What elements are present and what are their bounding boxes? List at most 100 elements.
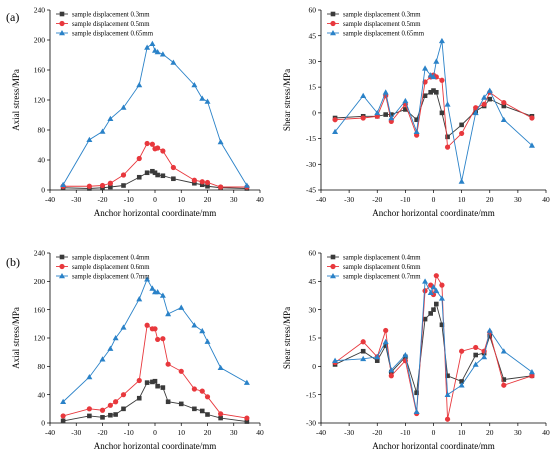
data-point bbox=[332, 128, 339, 135]
x-axis-label: Anchor horizontal coordinate/mm bbox=[372, 441, 494, 451]
data-point bbox=[481, 353, 488, 360]
series-3 bbox=[60, 276, 250, 405]
data-point bbox=[60, 181, 67, 188]
data-point bbox=[155, 172, 160, 178]
series-3 bbox=[332, 278, 535, 414]
data-point bbox=[434, 301, 439, 307]
data-point bbox=[149, 40, 156, 47]
data-point bbox=[360, 92, 367, 99]
data-point bbox=[170, 59, 177, 65]
data-point bbox=[120, 324, 127, 330]
series-2 bbox=[332, 273, 535, 422]
series-2 bbox=[332, 72, 535, 150]
y-tick-label: -30 bbox=[306, 419, 316, 428]
data-point bbox=[388, 115, 395, 121]
x-tick-label: -30 bbox=[71, 195, 81, 204]
x-tick-label: -40 bbox=[316, 195, 326, 204]
data-point bbox=[87, 413, 92, 419]
data-point bbox=[171, 176, 176, 182]
data-point bbox=[165, 361, 171, 367]
y-axis-label: Axial stress/MPa bbox=[11, 69, 21, 131]
data-point bbox=[204, 179, 211, 186]
x-tick-label: -40 bbox=[316, 428, 326, 437]
y-tick-label: 30 bbox=[309, 305, 317, 314]
series-line bbox=[335, 74, 533, 149]
y-tick-label: 80 bbox=[38, 362, 46, 371]
legend-entry: sample displacement 0.7mm bbox=[343, 273, 421, 280]
data-point bbox=[413, 408, 420, 414]
series-1 bbox=[332, 301, 535, 396]
legend-marker bbox=[59, 20, 65, 27]
data-point bbox=[86, 373, 93, 380]
data-point bbox=[107, 180, 113, 186]
legend-marker bbox=[59, 273, 65, 279]
y-tick-label: 80 bbox=[38, 126, 46, 135]
data-point bbox=[159, 292, 166, 298]
data-point bbox=[205, 183, 210, 189]
charts: -40 -30 -20 -10 0 10 20 30 4004080120160200240An… bbox=[11, 6, 550, 451]
data-point bbox=[121, 183, 126, 188]
legend-marker bbox=[330, 263, 336, 270]
x-tick-label: -40 bbox=[45, 428, 55, 437]
data-point bbox=[332, 117, 338, 123]
data-point bbox=[360, 348, 366, 354]
data-point bbox=[154, 49, 161, 55]
data-point bbox=[205, 412, 210, 417]
data-point bbox=[413, 128, 420, 135]
data-point bbox=[383, 112, 388, 117]
data-point bbox=[99, 182, 106, 189]
data-point bbox=[144, 44, 151, 50]
data-point bbox=[360, 355, 367, 362]
x-tick-label: 40 bbox=[256, 428, 264, 437]
y-tick-label: 15 bbox=[309, 334, 317, 343]
data-point bbox=[500, 116, 507, 123]
data-point bbox=[160, 173, 166, 179]
legend-marker bbox=[330, 30, 336, 36]
x-axis-label: Anchor horizontal coordinate/mm bbox=[94, 208, 216, 218]
data-point bbox=[403, 107, 408, 112]
x-tick-label: -40 bbox=[45, 195, 55, 204]
legend-marker bbox=[330, 273, 336, 279]
data-point bbox=[100, 415, 105, 420]
data-point bbox=[86, 136, 93, 143]
chart-1: -40 -30 -20 -10 0 10 20 30 40 0 40 80 120 160 200 240 An… bbox=[11, 6, 264, 218]
data-point bbox=[136, 174, 142, 180]
data-point bbox=[144, 140, 150, 147]
data-point bbox=[217, 139, 224, 145]
legend-entry: sample displacement 0.65mm bbox=[343, 30, 425, 37]
data-point bbox=[154, 288, 161, 295]
data-point bbox=[528, 142, 535, 148]
data-point bbox=[422, 316, 428, 322]
data-point bbox=[136, 395, 142, 401]
data-point bbox=[60, 398, 67, 405]
data-point bbox=[422, 93, 428, 99]
data-point bbox=[120, 172, 127, 178]
y-tick-label: 120 bbox=[34, 96, 46, 105]
y-tick-label: 30 bbox=[309, 57, 317, 66]
legend-entry: sample displacement 0.3mm bbox=[343, 11, 421, 18]
data-point bbox=[459, 348, 465, 354]
y-tick-label: 160 bbox=[34, 66, 46, 75]
x-tick-label: 40 bbox=[542, 428, 550, 437]
data-point bbox=[199, 327, 206, 334]
data-point bbox=[332, 357, 339, 363]
legend-marker bbox=[330, 11, 336, 17]
x-axis-label: Anchor horizontal coordinate/mm bbox=[372, 208, 494, 218]
data-point bbox=[99, 128, 106, 134]
data-point bbox=[159, 51, 166, 57]
data-point bbox=[529, 115, 535, 121]
data-point bbox=[155, 145, 161, 151]
data-point bbox=[444, 391, 451, 397]
series-line bbox=[334, 40, 533, 182]
legend-marker bbox=[330, 20, 336, 27]
data-point bbox=[107, 115, 114, 122]
series-3 bbox=[60, 40, 250, 188]
data-point bbox=[218, 415, 223, 421]
data-point bbox=[149, 141, 155, 147]
data-point bbox=[473, 352, 478, 358]
data-point bbox=[428, 311, 433, 316]
x-tick-label: -20 bbox=[98, 195, 108, 204]
y-tick-label: 45 bbox=[309, 31, 317, 40]
data-point bbox=[501, 99, 507, 106]
data-point bbox=[459, 379, 464, 384]
